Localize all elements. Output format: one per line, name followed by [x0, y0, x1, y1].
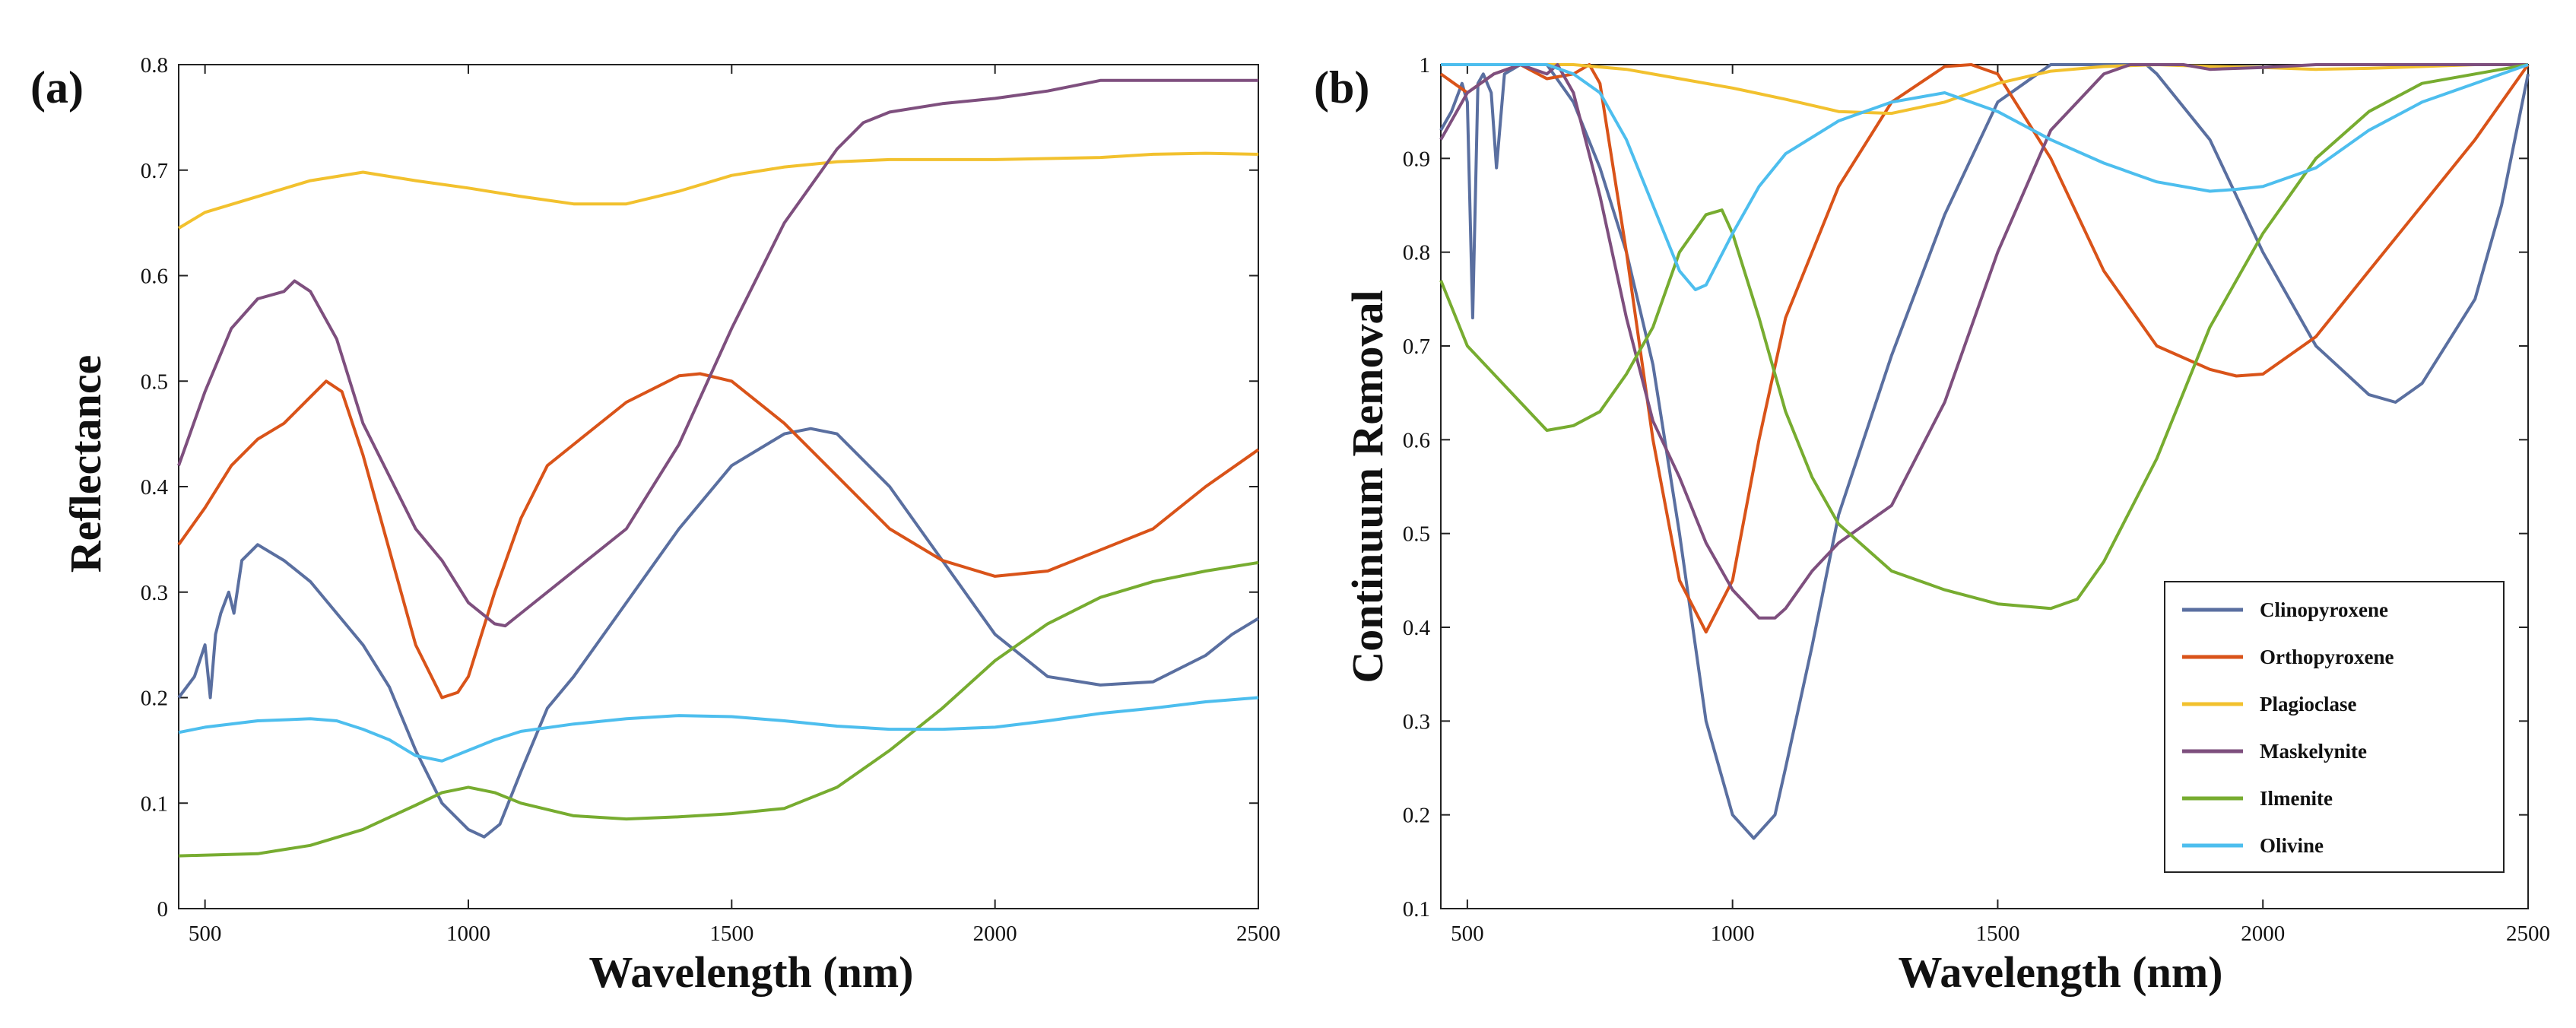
x-tick-label: 500	[1451, 922, 1484, 946]
panel-b-series-lines	[1439, 63, 2530, 840]
panel-a-series-lines	[177, 78, 1260, 858]
y-tick-label: 0.1	[141, 792, 168, 816]
x-tick-label: 1500	[709, 922, 753, 946]
y-tick-label: 0.8	[141, 53, 168, 78]
panel-b-label: (b)	[1314, 62, 1369, 113]
y-tick-label: 0.6	[141, 265, 168, 289]
series-line-clinopyroxene	[177, 427, 1260, 839]
series-line-olivine	[1441, 63, 2529, 291]
series-line-ilmenite	[178, 560, 1259, 858]
legend-label-ilmenite: Ilmenite	[2260, 787, 2333, 810]
series-line-maskelynite	[1439, 63, 2528, 620]
series-line-orthopyroxene	[1439, 63, 2530, 634]
y-tick-label: 0	[157, 897, 169, 922]
x-tick-label: 1000	[1711, 922, 1755, 946]
y-tick-label: 1	[1420, 53, 1431, 78]
panel-a-reflectance-chart: (a) Reflectance Wavelength (nm) 500 1000 1…	[30, 53, 1280, 997]
y-tick-label: 0.4	[1403, 616, 1431, 640]
legend-label-maskelynite: Maskelynite	[2260, 740, 2367, 763]
x-tick-label: 2500	[2506, 922, 2550, 946]
panel-b-x-axis-label: Wavelength (nm)	[1899, 947, 2223, 997]
panel-a-y-axis-label: Reflectance	[61, 355, 110, 573]
y-tick-label: 0.6	[1403, 428, 1430, 452]
y-tick-label: 0.3	[141, 581, 168, 605]
panel-a-axis-ticks: 500 1000 1500 2000 2500 0 0.1 0.2 0.3 0.4 0.5 0.6 0.…	[141, 53, 1280, 946]
legend-label-orthopyroxene: Orthopyroxene	[2260, 646, 2394, 668]
y-tick-label: 0.3	[1403, 709, 1430, 734]
x-tick-label: 2500	[1236, 922, 1280, 946]
y-tick-label: 0.7	[1403, 335, 1430, 359]
panel-a-plot-area	[178, 64, 1259, 909]
y-tick-label: 0.5	[141, 370, 168, 394]
legend-label-olivine: Olivine	[2260, 834, 2324, 857]
panel-b-y-axis-label: Continuum Removal	[1343, 290, 1392, 683]
series-line-olivine	[178, 696, 1259, 763]
y-tick-label: 0.2	[1403, 804, 1430, 828]
panel-a-x-axis-label: Wavelength (nm)	[589, 947, 914, 997]
series-line-maskelynite	[177, 78, 1258, 628]
series-line-plagioclase	[177, 151, 1259, 230]
panel-b-axis-ticks: 500 1000 1500 2000 2500 0.1 0.2 0.3 0.4 0.5 0.6 0.7…	[1403, 53, 2550, 946]
x-tick-label: 500	[189, 922, 222, 946]
legend-label-clinopyroxene: Clinopyroxene	[2260, 598, 2388, 621]
y-tick-label: 0.1	[1403, 897, 1430, 922]
series-line-orthopyroxene	[177, 372, 1260, 700]
y-tick-label: 0.8	[1403, 241, 1430, 265]
legend-box	[2164, 581, 2505, 873]
series-line-plagioclase	[1441, 63, 2528, 116]
series-line-ilmenite	[1439, 63, 2529, 611]
panel-b-legend: Clinopyroxene Orthopyroxene Plagioclase Mas…	[2164, 581, 2505, 873]
y-tick-label: 0.4	[141, 475, 169, 500]
series-line-clinopyroxene	[1439, 63, 2530, 840]
legend-label-plagioclase: Plagioclase	[2260, 693, 2356, 715]
x-tick-label: 2000	[2241, 922, 2285, 946]
panel-b-continuum-removal-chart: (b) Continuum Removal Wavelength (nm) 50…	[1314, 53, 2550, 997]
panel-b-plot-area	[1440, 64, 2529, 909]
x-tick-label: 1500	[1975, 922, 2019, 946]
y-tick-label: 0.7	[141, 159, 168, 183]
x-tick-label: 2000	[973, 922, 1017, 946]
panel-a-label: (a)	[30, 62, 84, 113]
y-tick-label: 0.9	[1403, 147, 1430, 171]
x-tick-label: 1000	[446, 922, 490, 946]
y-tick-label: 0.5	[1403, 522, 1430, 547]
y-tick-label: 0.2	[141, 687, 168, 711]
